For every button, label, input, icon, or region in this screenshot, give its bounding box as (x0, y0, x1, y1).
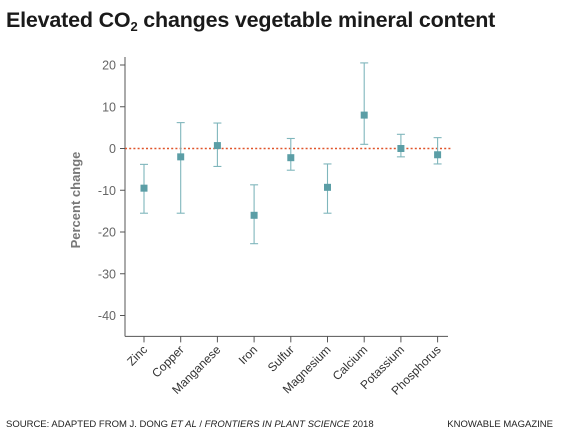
data-point-manganese (213, 142, 221, 150)
data-point-potassium (397, 145, 405, 152)
y-tick-label: -30 (98, 267, 116, 281)
x-tick-label: Sulfur (265, 343, 297, 375)
data-points (140, 111, 442, 219)
data-point-phosphorus (434, 151, 442, 159)
x-tick-label: Iron (236, 343, 261, 368)
credit-note: KNOWABLE MAGAZINE (447, 419, 553, 430)
y-tick-label: -10 (98, 184, 116, 198)
source-note: SOURCE: ADAPTED FROM J. DONG ET AL / FRO… (6, 419, 374, 430)
data-point-calcium (360, 111, 368, 119)
y-tick-label: -20 (98, 226, 116, 240)
y-axis: 20 10 0 -10 -20 -30 -40 (98, 57, 126, 337)
y-tick-label: 0 (109, 142, 116, 156)
data-point-zinc (140, 184, 148, 192)
chart-title: Elevated CO2 changes vegetable mineral c… (6, 8, 496, 34)
data-point-iron (250, 211, 258, 219)
data-point-sulfur (287, 154, 295, 162)
data-point-magnesium (324, 183, 331, 191)
data-point-copper (177, 153, 185, 161)
y-tick-label: 10 (102, 100, 116, 114)
x-tick-label: Zinc (124, 343, 150, 369)
y-tick-label: 20 (102, 59, 116, 73)
y-axis-label: Percent change (68, 152, 83, 249)
y-tick-label: -40 (98, 309, 116, 323)
error-bars (140, 62, 442, 245)
